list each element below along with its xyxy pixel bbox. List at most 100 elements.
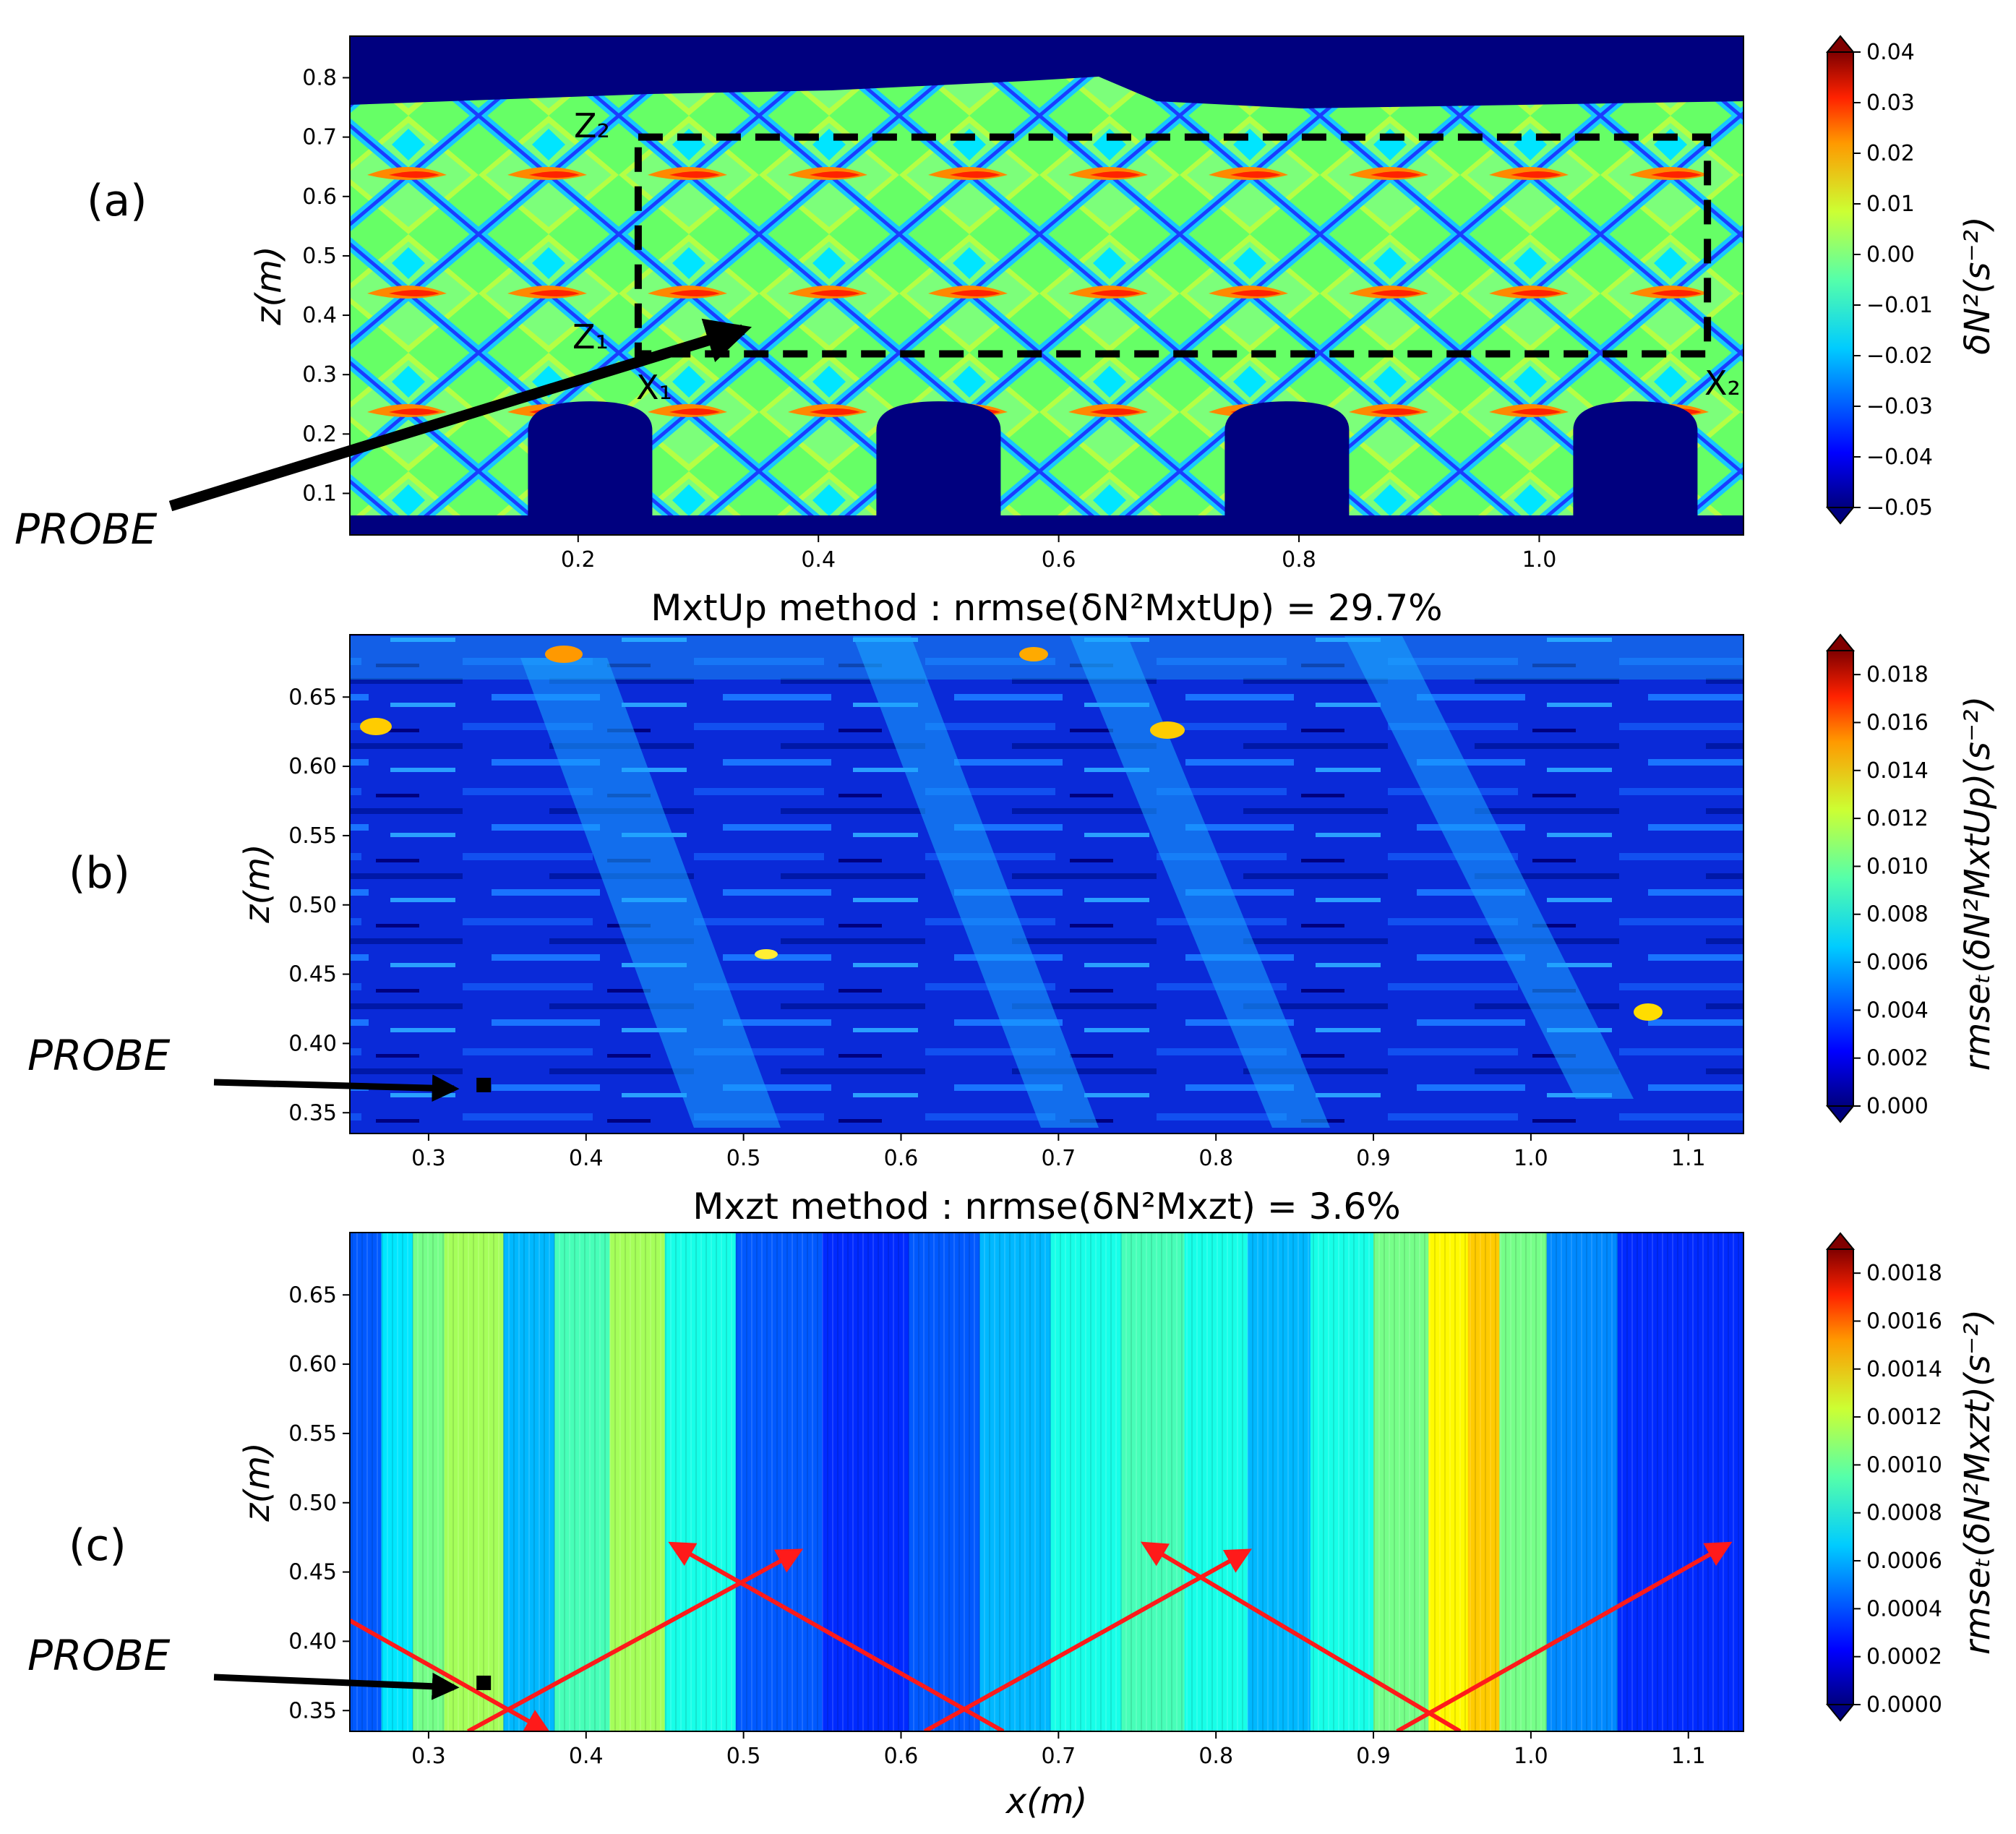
panel-c-label: (c) <box>69 1520 126 1571</box>
panel-c-title: Mxzt method : nrmse(δN²Mxzt) = 3.6% <box>692 1186 1400 1227</box>
y-tick-label: 0.35 <box>288 1100 337 1126</box>
y-tick-label: 0.7 <box>302 125 337 150</box>
ray-arrow <box>1140 1541 1462 1731</box>
colorbar-a: 0.04 0.03 0.02 0.01 0.00 −0.01 −0.02 −0.03 −0.04… <box>1825 35 1933 525</box>
x-tick-label: 1.0 <box>1514 1146 1548 1171</box>
y-tick-label: 0.35 <box>288 1698 337 1723</box>
x-tick-label: 0.5 <box>726 1146 761 1171</box>
probe-label-a: PROBE <box>14 505 158 554</box>
y-tick-label: 0.45 <box>288 1560 337 1585</box>
y-tick-label: 0.60 <box>288 1352 337 1377</box>
probe-square <box>476 1077 492 1092</box>
x-tick-label: 1.1 <box>1671 1744 1706 1769</box>
y-tick-label: 0.2 <box>302 421 337 447</box>
colorbar-tick-label: 0.0000 <box>1866 1692 1942 1718</box>
panel-a-field <box>350 77 1743 515</box>
x-tick-label: 0.6 <box>1042 547 1076 573</box>
colorbar-tick-label: 0.014 <box>1866 758 1929 784</box>
panel-b-ylabel: z(m) <box>237 844 278 923</box>
probe-marker-b <box>476 1077 492 1092</box>
panel-b-axes: 0.3 0.4 0.5 0.6 0.7 0.8 0.9 1.0 1.1 0.35 0.40 0.45 0… <box>288 685 1705 1171</box>
y-tick-label: 0.45 <box>288 962 337 987</box>
colorbar-tick-label: 0.008 <box>1866 902 1929 927</box>
colorbar-tick-label: 0.010 <box>1866 854 1929 879</box>
panel-b: MxtUp method : nrmse(δN²MxtUp) = 29.7% 0… <box>27 587 1998 1171</box>
panel-a-frame <box>349 35 1744 536</box>
ray-arrow <box>923 1548 1253 1731</box>
y-tick-label: 0.40 <box>288 1629 337 1654</box>
panel-b-label: (b) <box>69 848 130 899</box>
x-tick-label: 0.5 <box>726 1744 761 1769</box>
x-tick-label: 0.8 <box>1198 1146 1233 1171</box>
colorbar-tick-label: 0.018 <box>1866 662 1929 687</box>
ray-arrow <box>1396 1541 1733 1731</box>
probe-square <box>476 1675 492 1690</box>
colorbar-tick-label: 0.0002 <box>1866 1645 1942 1670</box>
colorbar-tick-label: −0.05 <box>1866 495 1933 520</box>
panel-a-axes: 0.2 0.4 0.6 0.8 1.0 0.1 0.2 0.3 0.4 0.5 0.6 0.7 0.8 <box>302 66 1556 573</box>
colorbar-tick-label: 0.000 <box>1866 1094 1929 1119</box>
colorbar-tick-label: 0.016 <box>1866 710 1929 735</box>
obstacle <box>1224 401 1350 523</box>
box-label-x1: X₁ <box>636 368 672 407</box>
colorbar-tick-label: 0.0004 <box>1866 1596 1942 1621</box>
probe-arrow-c <box>213 1672 460 1700</box>
colorbar-tick-label: −0.04 <box>1866 445 1933 470</box>
y-tick-label: 0.60 <box>288 754 337 779</box>
colorbar-tick-label: −0.03 <box>1866 394 1933 419</box>
dashed-box <box>634 133 1712 358</box>
colorbar-tick-label: −0.01 <box>1866 293 1933 318</box>
x-tick-label: 1.0 <box>1522 547 1557 573</box>
dashed-box-region <box>634 133 1712 358</box>
panel-a-label: (a) <box>87 176 147 226</box>
x-tick-label: 0.9 <box>1356 1146 1391 1171</box>
x-tick-label: 0.4 <box>801 547 836 573</box>
ray-arrows <box>350 1541 1733 1731</box>
panel-c-xlabel: x(m) <box>1005 1781 1088 1822</box>
colorbar-tick-label: 0.01 <box>1866 192 1915 217</box>
colorbar-tick-label: 0.004 <box>1866 998 1929 1023</box>
obstacle-group <box>528 401 1698 523</box>
colorbar-tick-label: 0.04 <box>1866 40 1915 65</box>
colorbar-tick-label: 0.002 <box>1866 1046 1929 1071</box>
obstacle <box>528 401 653 523</box>
y-tick-label: 0.55 <box>288 823 337 849</box>
panel-b-frame <box>349 634 1744 1134</box>
y-tick-label: 0.3 <box>302 362 337 387</box>
colorbar-b: 0.018 0.016 0.014 0.012 0.010 0.008 0.006 0.004… <box>1825 633 1929 1123</box>
x-tick-label: 1.0 <box>1514 1744 1548 1769</box>
panel-c-axes: 0.3 0.4 0.5 0.6 0.7 0.8 0.9 1.0 1.1 0.35 0.40 0.45 0… <box>288 1282 1705 1769</box>
ray-arrow <box>466 1548 804 1731</box>
x-tick-label: 0.6 <box>884 1146 919 1171</box>
x-tick-label: 0.8 <box>1282 547 1316 573</box>
y-tick-label: 0.5 <box>302 244 337 269</box>
probe-arrow-b <box>213 1074 460 1102</box>
colorbar-b-label: rmseₜ(δN²MxtUp)(s⁻²) <box>1957 696 1998 1071</box>
obstacle <box>876 401 1001 523</box>
x-tick-label: 0.3 <box>411 1146 446 1171</box>
y-tick-label: 0.40 <box>288 1031 337 1056</box>
colorbar-tick-label: 0.0010 <box>1866 1452 1942 1478</box>
y-tick-label: 0.50 <box>288 893 337 918</box>
panel-a: 0.2 0.4 0.6 0.8 1.00.10.20.30.40.50.60.70.8 … <box>14 35 1998 573</box>
obstacle <box>1573 401 1698 523</box>
box-label-x2: X₂ <box>1704 364 1741 403</box>
y-tick-label: 0.4 <box>302 303 337 328</box>
colorbar-tick-label: 0.00 <box>1866 242 1915 267</box>
hotspots-b <box>360 646 1663 1021</box>
box-label-z2: Z₂ <box>574 106 610 145</box>
x-tick-label: 0.7 <box>1041 1146 1076 1171</box>
colorbar-tick-label: 0.0008 <box>1866 1501 1942 1526</box>
x-tick-label: 0.2 <box>561 547 596 573</box>
colorbar-tick-label: 0.02 <box>1866 141 1915 166</box>
probe-arrow-a <box>168 318 752 512</box>
colorbar-c: 0.0018 0.0016 0.0014 0.0012 0.0010 0.0008 0.00… <box>1825 1232 1942 1722</box>
y-tick-label: 0.55 <box>288 1421 337 1447</box>
panel-c-ylabel: z(m) <box>237 1442 278 1522</box>
ray-arrow <box>668 1541 1005 1731</box>
colorbar-tick-label: 0.0012 <box>1866 1405 1942 1430</box>
y-tick-label: 0.50 <box>288 1491 337 1516</box>
colorbar-tick-label: 0.0016 <box>1866 1308 1942 1334</box>
colorbar-tick-label: 0.0014 <box>1866 1357 1942 1382</box>
